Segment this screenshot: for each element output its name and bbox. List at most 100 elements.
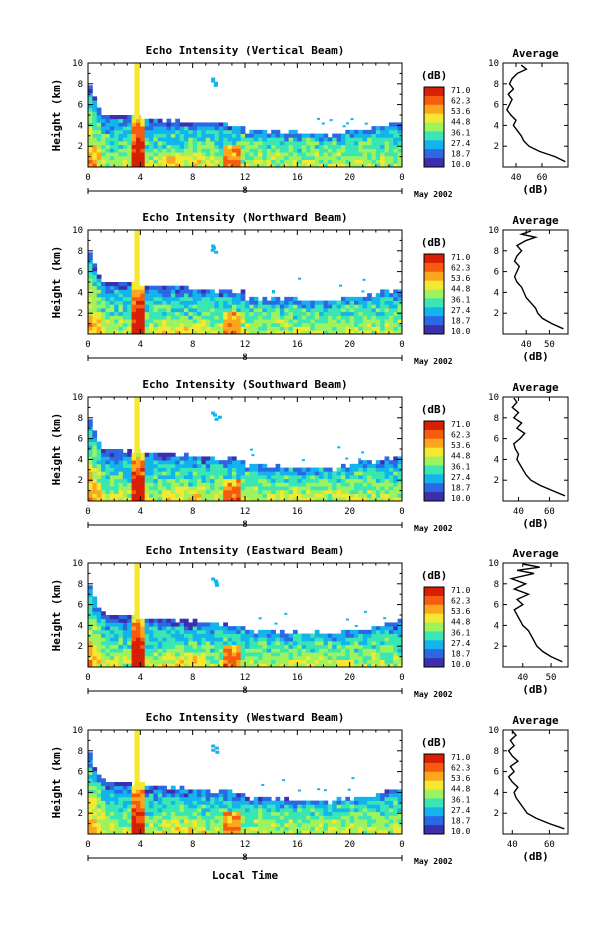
heatmap-cell	[345, 326, 351, 331]
heatmap-cell	[288, 129, 294, 134]
heatmap-cell	[279, 663, 285, 668]
heatmap-cell	[275, 486, 281, 491]
heatmap-cell	[275, 655, 281, 660]
heatmap-cell	[319, 800, 324, 805]
heatmap-cell	[319, 319, 324, 324]
heatmap-cell	[236, 633, 242, 638]
heatmap-cell	[227, 137, 233, 142]
heatmap-cell	[153, 652, 159, 657]
heatmap-cell	[153, 300, 159, 305]
heatmap-cell	[253, 159, 259, 164]
heatmap-cell	[266, 811, 272, 816]
heatmap-cell	[149, 285, 154, 290]
heatmap-cell	[236, 155, 242, 160]
heatmap-cell	[362, 460, 368, 465]
heatmap-cell	[310, 319, 316, 324]
heatmap-cell	[114, 326, 119, 331]
heatmap-cell	[170, 489, 176, 494]
heatmap-cell	[105, 618, 111, 623]
heatmap-cell	[153, 471, 159, 476]
heatmap-cell	[175, 289, 180, 294]
heatmap-cell	[166, 296, 172, 301]
heatmap-cell	[197, 471, 202, 476]
heatmap-cell	[92, 148, 98, 153]
heatmap-cell	[197, 304, 202, 309]
heatmap-cell	[245, 633, 250, 638]
heatmap-cell	[332, 159, 337, 164]
heatmap-cell	[192, 652, 198, 657]
heatmap-cell	[162, 308, 167, 313]
heatmap-cell	[118, 637, 124, 642]
heatmap-cell	[153, 126, 159, 131]
heatmap-cell	[310, 641, 316, 646]
heatmap-cell	[266, 475, 272, 480]
heatmap-cell	[236, 315, 242, 320]
heatmap-cell	[144, 489, 150, 494]
heatmap-cell	[384, 819, 390, 824]
x-tick-label: 20	[344, 340, 355, 350]
heatmap-cell	[127, 163, 133, 168]
heatmap-cell	[162, 322, 167, 327]
heatmap-cell	[262, 648, 268, 653]
heatmap-cell	[218, 311, 224, 316]
heatmap-cell	[301, 467, 307, 472]
heatmap-cell	[336, 497, 342, 502]
heatmap-cell	[201, 289, 207, 294]
heatmap-cell	[153, 808, 159, 813]
heatmap-cell	[179, 126, 185, 131]
heatmap-cell	[345, 804, 351, 809]
heatmap-cell	[358, 633, 364, 638]
heatmap-cell	[131, 289, 137, 294]
heatmap-cell	[245, 796, 250, 801]
heatmap-cell	[131, 819, 137, 824]
heatmap-cell	[375, 826, 381, 831]
heatmap-cell	[122, 826, 128, 831]
heatmap-cell	[197, 633, 202, 638]
heatmap-cell	[162, 478, 167, 483]
heatmap-cell	[231, 141, 237, 146]
heatmap-cell	[297, 144, 303, 149]
heatmap-cell	[144, 815, 150, 820]
heatmap-cell	[262, 141, 268, 146]
heatmap-cell	[109, 493, 115, 498]
heatmap-cell	[217, 415, 222, 419]
heatmap-cell	[205, 137, 211, 142]
heatmap-cell	[340, 482, 346, 487]
heatmap-cell	[354, 644, 359, 649]
heatmap-cell	[310, 808, 316, 813]
heatmap-cell	[354, 663, 359, 668]
heatmap-cell	[253, 648, 259, 653]
heatmap-cell	[380, 460, 385, 465]
heatmap-cell	[105, 641, 111, 646]
heatmap-cell	[292, 467, 298, 472]
heatmap-cell	[362, 148, 368, 153]
heatmap-cell	[153, 322, 159, 327]
heatmap-cell	[314, 826, 320, 831]
heatmap-cell	[92, 144, 98, 149]
heatmap-cell	[140, 296, 146, 301]
heatmap-cell	[96, 648, 102, 653]
heatmap-cell	[271, 819, 276, 824]
panel-5: Echo Intensity (Westward Beam)0 4 8 12 16 20 0…	[50, 711, 569, 866]
heatmap-cell	[96, 652, 102, 657]
x-tick-label: 16	[292, 173, 303, 183]
heatmap-cell	[109, 452, 115, 457]
heatmap-cell	[231, 326, 237, 331]
heatmap-cell	[332, 822, 337, 827]
heatmap-cell	[223, 830, 228, 835]
heatmap-cell	[393, 808, 399, 813]
heatmap-cell	[288, 489, 294, 494]
heatmap-cell	[297, 148, 303, 153]
heatmap-cell	[170, 144, 176, 149]
heatmap-cell	[210, 622, 215, 627]
heatmap-cell	[88, 445, 93, 450]
heatmap-cell	[258, 133, 263, 138]
heatmap-cell	[240, 663, 246, 668]
heatmap-cell	[109, 482, 115, 487]
heatmap-cell	[92, 263, 98, 268]
heatmap-cell	[88, 486, 93, 491]
heatmap-cell	[323, 137, 329, 142]
heatmap-cell	[135, 808, 141, 813]
heatmap-cell	[188, 659, 194, 664]
